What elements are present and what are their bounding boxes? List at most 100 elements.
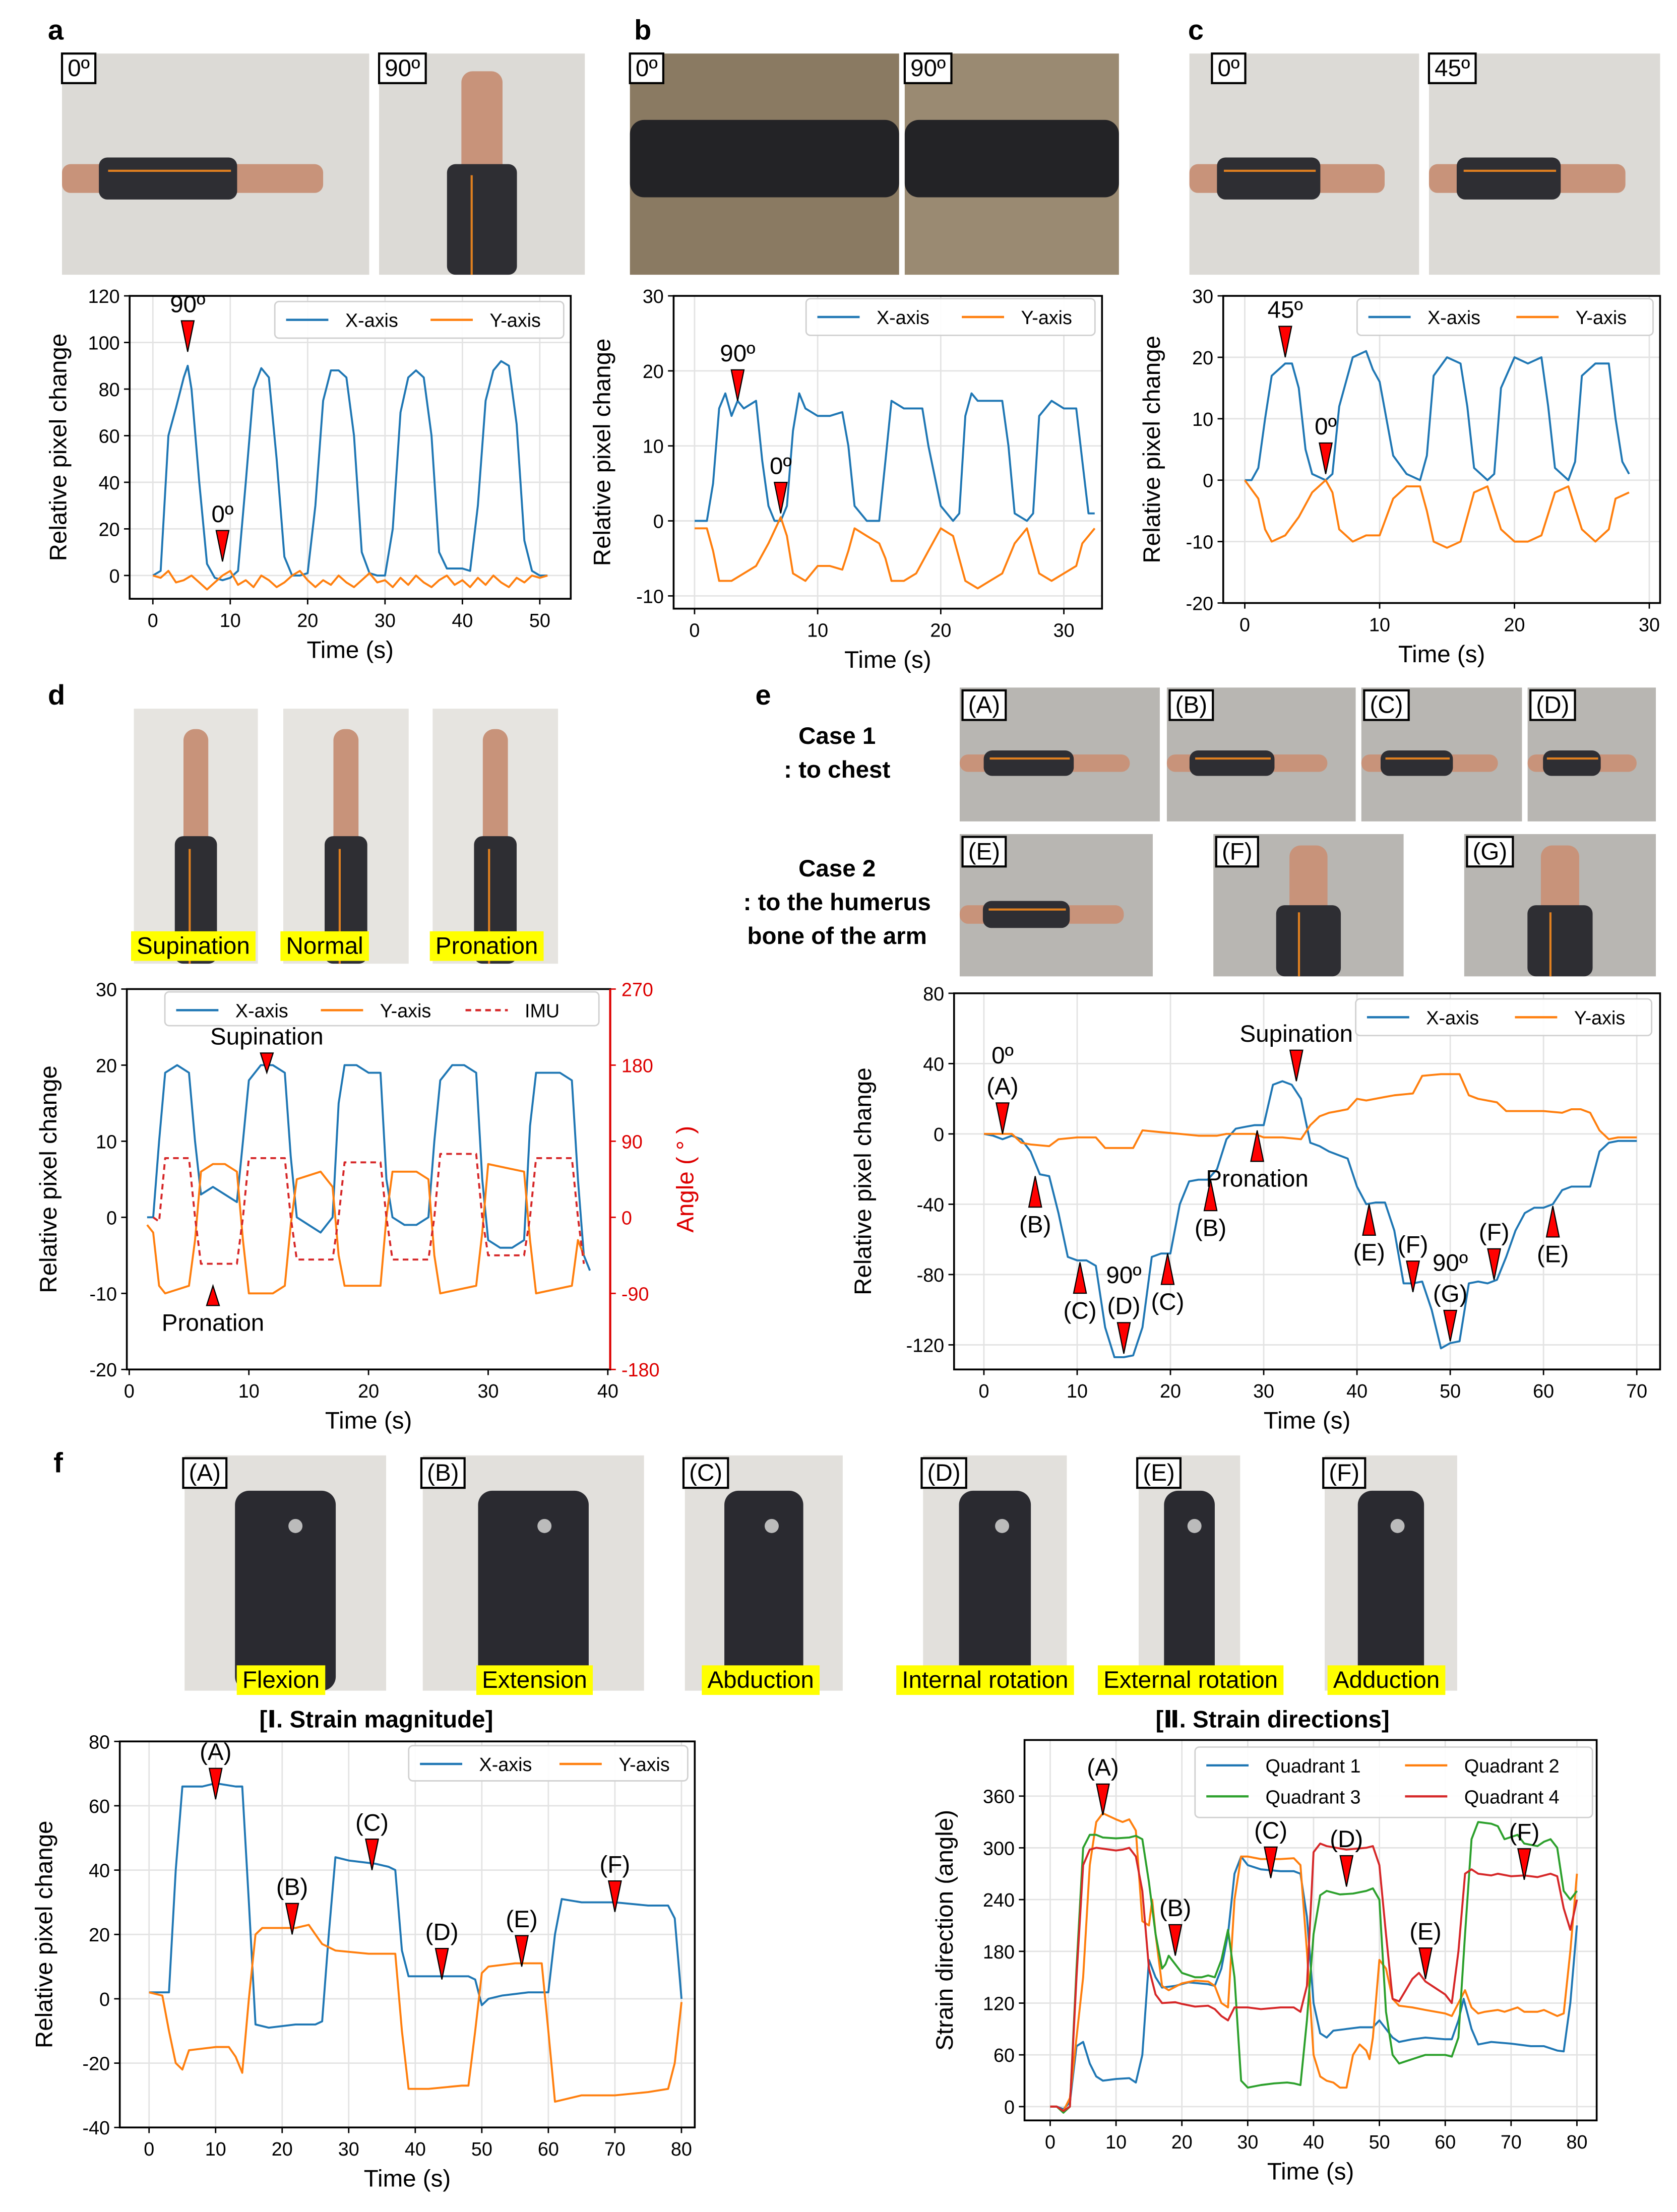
photo-f-3 — [923, 1455, 1067, 1691]
legend: Quadrant 1 Quadrant 2 Quadrant 3 Quadrant 4 — [1194, 1746, 1593, 1818]
x-tick-label: 10 — [220, 610, 241, 631]
chart-d: 0 10 20 30 40 -20 -10 0 10 20 30 -180 -90 0 90 180 270 An… — [35, 979, 699, 1434]
red-arrow-down-icon — [1517, 1848, 1531, 1880]
legend-entry: IMU — [465, 1000, 560, 1021]
x-tick-label: 30 — [338, 2138, 359, 2160]
plot-frame — [129, 295, 572, 600]
annotation-marker: (B) — [1019, 1176, 1051, 1238]
red-arrow-down-icon — [1264, 1846, 1278, 1878]
y-tick-label: 180 — [983, 1941, 1015, 1963]
x-tick-label: 0 — [1239, 614, 1250, 635]
annotation-label: (A) — [1087, 1754, 1119, 1781]
label-f-4-box — [1097, 1665, 1284, 1695]
legend-entry: Y-axis — [321, 1000, 431, 1021]
red-arrow-down-icon — [1406, 1260, 1420, 1293]
legend-box — [164, 991, 600, 1027]
annotation-label: 0º — [991, 1042, 1014, 1069]
annotation-marker: (F) — [1479, 1219, 1509, 1280]
annotation-label: (F) — [1509, 1819, 1540, 1846]
annotation-label: (D) — [1330, 1826, 1363, 1853]
case2-desc-1: : to the humerus — [743, 889, 931, 916]
annotation-label: (E) — [1537, 1241, 1569, 1268]
y-tick-label: 100 — [88, 333, 120, 354]
red-arrow-down-icon — [260, 1052, 274, 1075]
photo-c-0deg — [1189, 53, 1419, 275]
sleeve-shape — [1527, 905, 1593, 977]
annotation-label: (B) — [1019, 1211, 1051, 1238]
red-arrow-up-icon — [1545, 1206, 1560, 1238]
red-arrow-down-icon — [1418, 1947, 1433, 1979]
label-e-1: (B) — [1168, 689, 1214, 721]
legend-entry: Y-axis — [559, 1754, 670, 1775]
annotation-marker: (E) — [1537, 1206, 1569, 1268]
sleeve-shape — [630, 119, 899, 198]
y-tick-label: -10 — [636, 586, 664, 607]
annotation-label: (E) — [1409, 1918, 1441, 1945]
legend-label: Y-axis — [380, 1000, 431, 1021]
label-f-1-text: Extension — [482, 1667, 587, 1693]
red-arrow-down-icon — [996, 1102, 1010, 1134]
annotation-label: (D) — [1107, 1293, 1141, 1320]
red-arrow-down-icon — [730, 369, 745, 401]
annotation-marker: (E) — [1353, 1204, 1385, 1266]
annotation-label: 90º — [720, 340, 755, 367]
red-arrow-down-icon — [365, 1838, 379, 1870]
legend-entry: Quadrant 3 — [1206, 1786, 1360, 1807]
series-line-y-axis — [149, 1924, 682, 2103]
x-tick-label: 30 — [375, 610, 396, 631]
annotation-marker: 0º — [770, 453, 792, 514]
y2-tick-label: 180 — [622, 1055, 653, 1076]
legend-label: Quadrant 4 — [1464, 1786, 1560, 1807]
y-tick-label: -20 — [1186, 593, 1214, 614]
y-tick-label: 10 — [1192, 409, 1213, 430]
label-e-5: (F) — [1215, 836, 1259, 868]
label-c-0-text: 0º — [1218, 55, 1240, 82]
red-arrow-down-icon — [434, 1948, 449, 1980]
annotation-marker: 90º (D) — [1106, 1262, 1142, 1354]
label-f-2-text: Abduction — [707, 1667, 814, 1693]
photo-d-2 — [432, 709, 558, 964]
red-arrow-down-icon — [515, 1935, 529, 1967]
plot-frame — [118, 1740, 696, 2129]
annotation-label: (F) — [1398, 1232, 1428, 1258]
panel-letter-c: c — [1188, 14, 1204, 45]
legend-label: IMU — [525, 1000, 560, 1021]
y-tick-label: 0 — [109, 565, 120, 587]
annotation-label: 45º — [1268, 297, 1303, 324]
panel-letter-a: a — [48, 14, 64, 45]
label-f-0: Flexion — [236, 1665, 326, 1695]
subtitle-strain-directions: [Ⅱ. Strain directions] — [1155, 1706, 1389, 1733]
label-c-45: 45º — [1427, 52, 1477, 85]
label-f-4-text: External rotation — [1103, 1667, 1278, 1693]
photo-f-0 — [184, 1455, 387, 1691]
x-tick-label: 20 — [1171, 2131, 1193, 2153]
x-tick-label: 60 — [1435, 2131, 1456, 2153]
photo-d-1 — [283, 709, 409, 964]
annotation-marker: 90º (G) — [1433, 1250, 1468, 1342]
annotation-marker: (C) — [1064, 1262, 1097, 1324]
tag-f-3: (D) — [920, 1457, 967, 1489]
y-tick-label: -120 — [906, 1335, 945, 1356]
label-f-2-box — [702, 1665, 820, 1695]
red-arrow-down-icon — [180, 320, 195, 352]
subtitle-strain-magnitude: [Ⅰ. Strain magnitude] — [260, 1706, 493, 1733]
x-tick-label: 0 — [978, 1380, 989, 1402]
legend-label: Quadrant 2 — [1464, 1755, 1560, 1777]
legend-label: X-axis — [1426, 1007, 1479, 1028]
label-f-4: External rotation — [1097, 1665, 1284, 1695]
label-f-0-box — [236, 1665, 326, 1695]
label-e-1-text: (B) — [1175, 692, 1207, 719]
sleeve-shape — [447, 164, 517, 275]
y-tick-label: -10 — [90, 1283, 117, 1304]
label-a-90: 90º — [378, 52, 427, 85]
x-tick-label: 50 — [1440, 1380, 1461, 1402]
legend: X-axis Y-axis IMU — [164, 991, 600, 1027]
y-axis-label: Relative pixel change — [45, 334, 72, 561]
tag-f-0-text: (A) — [189, 1460, 221, 1486]
panel-letter-f: f — [53, 1446, 63, 1478]
y2-tick-label: -90 — [622, 1283, 649, 1304]
x-tick-label: 40 — [597, 1380, 618, 1402]
case1-label: Case 1 : to chest — [784, 723, 890, 783]
x-axis-label: Time (s) — [844, 647, 931, 673]
legend-label: Quadrant 1 — [1266, 1755, 1361, 1777]
